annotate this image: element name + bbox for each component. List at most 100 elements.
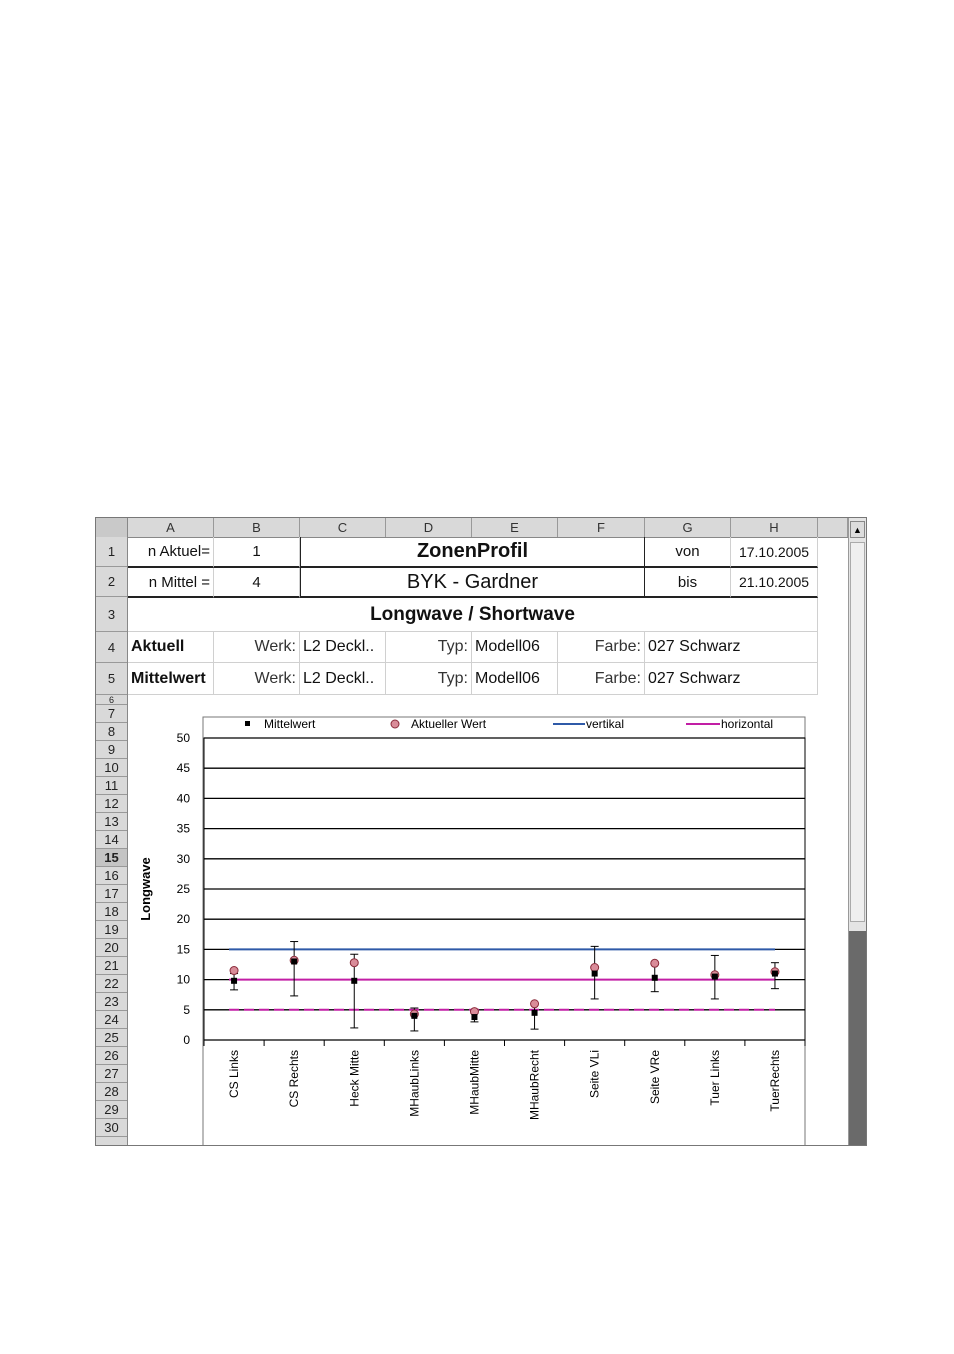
cell-a5-mittelwert[interactable]: Mittelwert (128, 663, 214, 695)
mittelwert-point (231, 977, 238, 984)
title-byk-gardner[interactable]: BYK - Gardner (300, 568, 645, 598)
aktueller-wert-point (530, 999, 540, 1009)
row-header-17[interactable]: 17 (96, 885, 127, 903)
mittelwert-point (531, 1009, 538, 1016)
mittelwert-point (771, 970, 778, 977)
legend-label-mittelwert: Mittelwert (264, 717, 316, 731)
row-header-30[interactable]: 30 (96, 1119, 127, 1137)
legend-label-aktueller-wert: Aktueller Wert (411, 717, 487, 731)
cell-b1[interactable]: 1 (214, 537, 300, 568)
row-header-13[interactable]: 13 (96, 813, 127, 831)
spreadsheet-window: A B C D E F G H 1 2 3 4 5 6 7 8 9 10 11 … (95, 517, 867, 1146)
y-tick-label: 40 (177, 791, 191, 805)
cell-h1-date-from[interactable]: 17.10.2005 (731, 537, 818, 568)
row-header-29[interactable]: 29 (96, 1101, 127, 1119)
x-tick-label: CS Rechts (287, 1050, 301, 1107)
row-header-14[interactable]: 14 (96, 831, 127, 849)
cell-f4-farbe-label[interactable]: Farbe: (558, 632, 645, 663)
row-header-10[interactable]: 10 (96, 759, 127, 777)
x-tick-label: MHaubMitte (467, 1050, 481, 1115)
row-header-1[interactable]: 1 (96, 537, 127, 567)
row-header-26[interactable]: 26 (96, 1047, 127, 1065)
row-header-4[interactable]: 4 (96, 632, 127, 663)
row-header-23[interactable]: 23 (96, 993, 127, 1011)
scroll-up-arrow-icon[interactable]: ▲ (850, 521, 865, 538)
x-tick-label: MHaubLinks (407, 1050, 421, 1117)
mittelwert-point (591, 970, 598, 977)
aktueller-wert-point (349, 958, 359, 968)
y-axis-label: Longwave (138, 857, 153, 921)
row-header-5[interactable]: 5 (96, 663, 127, 695)
row-header-8[interactable]: 8 (96, 723, 127, 741)
column-header-row: A B C D E F G H (96, 518, 848, 538)
cell-g1[interactable]: von (645, 537, 731, 568)
title-zonenprofil[interactable]: ZonenProfil (300, 537, 645, 568)
row-header-22[interactable]: 22 (96, 975, 127, 993)
x-tick-label: Seite VLi (588, 1050, 602, 1098)
column-header-f[interactable]: F (558, 518, 645, 537)
cell-h2-date-to[interactable]: 21.10.2005 (731, 568, 818, 598)
row-header-25[interactable]: 25 (96, 1029, 127, 1047)
y-tick-label: 35 (177, 822, 191, 836)
row-header-19[interactable]: 19 (96, 921, 127, 939)
row-header-2[interactable]: 2 (96, 567, 127, 597)
row-header-28[interactable]: 28 (96, 1083, 127, 1101)
column-header-c[interactable]: C (300, 518, 386, 537)
mittelwert-point (291, 958, 298, 965)
column-header-h[interactable]: H (731, 518, 818, 537)
x-tick-label: Seite VRe (648, 1050, 662, 1104)
row-header-3[interactable]: 3 (96, 597, 127, 632)
cell-e4-typ-value[interactable]: Modell06 (472, 632, 558, 663)
cell-a2[interactable]: n Mittel = (128, 568, 214, 598)
cell-g2[interactable]: bis (645, 568, 731, 598)
vertical-scrollbar[interactable]: ▲ (848, 518, 866, 1145)
mittelwert-point (471, 1014, 478, 1021)
cell-d4-typ-label[interactable]: Typ: (386, 632, 472, 663)
legend-label-horizontal: horizontal (721, 717, 773, 731)
row-header-11[interactable]: 11 (96, 777, 127, 795)
row-header-15[interactable]: 15 (96, 849, 127, 867)
row-header-20[interactable]: 20 (96, 939, 127, 957)
y-tick-label: 10 (177, 973, 191, 987)
cell-e5-typ-value[interactable]: Modell06 (472, 663, 558, 695)
cell-b5-werk-label[interactable]: Werk: (214, 663, 300, 695)
cell-g4-farbe-value[interactable]: 027 Schwarz (645, 632, 818, 663)
cell-a4-aktuell[interactable]: Aktuell (128, 632, 214, 663)
row-header-24[interactable]: 24 (96, 1011, 127, 1029)
y-tick-label: 45 (177, 761, 191, 775)
cell-a1[interactable]: n Aktuel= (128, 537, 214, 568)
cell-f5-farbe-label[interactable]: Farbe: (558, 663, 645, 695)
x-tick-label: Tuer Links (708, 1050, 722, 1106)
mittelwert-point (711, 973, 718, 980)
row-header-16[interactable]: 16 (96, 867, 127, 885)
cell-b2[interactable]: 4 (214, 568, 300, 598)
row-header-21[interactable]: 21 (96, 957, 127, 975)
cell-d5-typ-label[interactable]: Typ: (386, 663, 472, 695)
y-tick-label: 50 (177, 731, 191, 745)
select-all-corner[interactable] (96, 518, 128, 537)
title-longwave-shortwave[interactable]: Longwave / Shortwave (128, 598, 818, 632)
cell-b4-werk-label[interactable]: Werk: (214, 632, 300, 663)
row-header-7[interactable]: 7 (96, 705, 127, 723)
row-header-12[interactable]: 12 (96, 795, 127, 813)
mittelwert-point (411, 1012, 418, 1019)
row-header-27[interactable]: 27 (96, 1065, 127, 1083)
column-header-i[interactable] (818, 518, 848, 537)
column-header-e[interactable]: E (472, 518, 558, 537)
cell-c4-werk-value[interactable]: L2 Deckl.. (300, 632, 386, 663)
longwave-chart[interactable]: 0 5 10 15 20 25 30 35 40 45 50 Longwave CS Links CS R… (129, 695, 818, 1145)
scrollbar-track[interactable] (849, 931, 866, 1145)
x-tick-label: Heck Mitte (347, 1050, 361, 1107)
row-header-9[interactable]: 9 (96, 741, 127, 759)
y-tick-label: 20 (177, 912, 191, 926)
row-header-6[interactable]: 6 (96, 695, 127, 705)
column-header-b[interactable]: B (214, 518, 300, 537)
cell-g5-farbe-value[interactable]: 027 Schwarz (645, 663, 818, 695)
row-header-18[interactable]: 18 (96, 903, 127, 921)
column-header-a[interactable]: A (128, 518, 214, 537)
scrollbar-thumb[interactable] (850, 542, 865, 922)
x-tick-label: TuerRechts (768, 1050, 782, 1112)
column-header-g[interactable]: G (645, 518, 731, 537)
cell-c5-werk-value[interactable]: L2 Deckl.. (300, 663, 386, 695)
column-header-d[interactable]: D (386, 518, 472, 537)
